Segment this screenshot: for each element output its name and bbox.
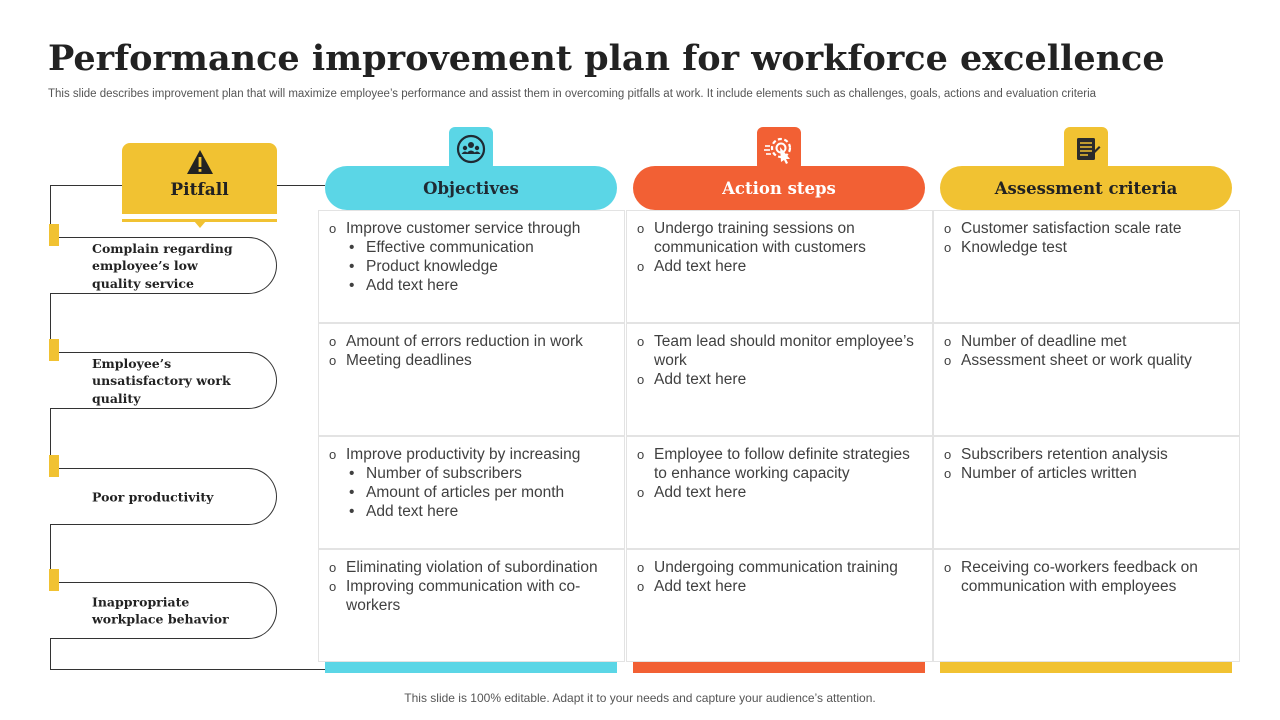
list-item: Receiving co-workers feedback on communi…: [942, 558, 1231, 596]
bullet-list: Undergoing communication trainingAdd tex…: [635, 558, 924, 596]
list-item: Knowledge test: [942, 238, 1231, 257]
sub-list-item: Add text here: [327, 276, 616, 295]
pitfall-header: Pitfall: [122, 143, 277, 222]
target-click-icon: [757, 127, 801, 171]
action-steps-cell: Employee to follow definite strategies t…: [626, 436, 933, 549]
assessment-criteria-bar: [940, 660, 1232, 673]
list-item: Add text here: [635, 370, 924, 389]
list-item: Meeting deadlines: [327, 351, 616, 370]
list-item: Assessment sheet or work quality: [942, 351, 1231, 370]
pitfall-marker: [49, 224, 59, 246]
list-item: Team lead should monitor employee’s work: [635, 332, 924, 370]
sub-list-item: Amount of articles per month: [327, 483, 616, 502]
bullet-list: Eliminating violation of subordinationIm…: [327, 558, 616, 615]
pitfall-item: Complain regarding employee’s low qualit…: [49, 224, 277, 294]
list-item: Employee to follow definite strategies t…: [635, 445, 924, 483]
warning-icon: [187, 150, 213, 174]
assessment-cell: Receiving co-workers feedback on communi…: [933, 549, 1240, 662]
action-steps-cell: Undergoing communication trainingAdd tex…: [626, 549, 933, 662]
assessment-cell: Subscribers retention analysisNumber of …: [933, 436, 1240, 549]
bullet-list: Undergo training sessions on communicati…: [635, 219, 924, 276]
objectives-cell: Improve customer service throughEffectiv…: [318, 210, 625, 323]
list-item: Improving communication with co-workers: [327, 577, 616, 615]
pitfall-item: Poor productivity: [49, 455, 277, 525]
list-item: Number of articles written: [942, 464, 1231, 483]
pitfall-item: Employee’s unsatisfactory work quality: [49, 339, 277, 409]
action-steps-cell: Undergo training sessions on communicati…: [626, 210, 933, 323]
assessment-cell: Number of deadline metAssessment sheet o…: [933, 323, 1240, 436]
pitfall-marker: [49, 455, 59, 477]
assessment-cell: Customer satisfaction scale rateKnowledg…: [933, 210, 1240, 323]
objectives-cell: Amount of errors reduction in workMeetin…: [318, 323, 625, 436]
sub-list-item: Effective communication: [327, 238, 616, 257]
pitfall-label: Pitfall: [170, 180, 229, 200]
page-subtitle: This slide describes improvement plan th…: [48, 88, 1097, 100]
list-item: Customer satisfaction scale rate: [942, 219, 1231, 238]
assessment-criteria-header: Assessment criteria: [940, 166, 1232, 210]
bullet-list: Subscribers retention analysisNumber of …: [942, 445, 1231, 483]
checklist-icon: [1064, 127, 1108, 171]
list-item: Add text here: [635, 577, 924, 596]
objectives-cell: Improve productivity by increasingNumber…: [318, 436, 625, 549]
list-item: Number of deadline met: [942, 332, 1231, 351]
action-steps-header: Action steps: [633, 166, 925, 210]
list-item: Undergoing communication training: [635, 558, 924, 577]
list-item: Undergo training sessions on communicati…: [635, 219, 924, 257]
list-item: Improve customer service through: [327, 219, 616, 238]
action-steps-cell: Team lead should monitor employee’s work…: [626, 323, 933, 436]
list-item: Add text here: [635, 483, 924, 502]
sub-list-item: Add text here: [327, 502, 616, 521]
pitfall-pointer: [194, 221, 206, 228]
bullet-list: Customer satisfaction scale rateKnowledg…: [942, 219, 1231, 257]
pitfall-item-label: Complain regarding employee’s low qualit…: [92, 240, 233, 291]
bullet-list: Number of deadline metAssessment sheet o…: [942, 332, 1231, 370]
bullet-list: Amount of errors reduction in workMeetin…: [327, 332, 616, 370]
list-item: Amount of errors reduction in work: [327, 332, 616, 351]
page-title: Performance improvement plan for workfor…: [48, 38, 1165, 79]
action-steps-bar: [633, 660, 925, 673]
sub-list-item: Product knowledge: [327, 257, 616, 276]
objectives-bar: [325, 660, 617, 673]
list-item: Eliminating violation of subordination: [327, 558, 616, 577]
team-icon: [449, 127, 493, 171]
list-item: Improve productivity by increasing: [327, 445, 616, 464]
list-item: Add text here: [635, 257, 924, 276]
pitfall-marker: [49, 569, 59, 591]
objectives-header: Objectives: [325, 166, 617, 210]
bullet-list: Team lead should monitor employee’s work…: [635, 332, 924, 389]
pitfall-item-label: Poor productivity: [92, 488, 214, 504]
objectives-cell: Eliminating violation of subordinationIm…: [318, 549, 625, 662]
pitfall-marker: [49, 339, 59, 361]
bullet-list: Improve customer service throughEffectiv…: [327, 219, 616, 295]
bullet-list: Improve productivity by increasingNumber…: [327, 445, 616, 521]
list-item: Subscribers retention analysis: [942, 445, 1231, 464]
pitfall-item: Inappropriate workplace behavior: [49, 569, 277, 639]
sub-list-item: Number of subscribers: [327, 464, 616, 483]
bullet-list: Employee to follow definite strategies t…: [635, 445, 924, 502]
footer-note: This slide is 100% editable. Adapt it to…: [404, 691, 876, 705]
pitfall-item-label: Inappropriate workplace behavior: [92, 594, 229, 627]
pitfall-item-label: Employee’s unsatisfactory work quality: [92, 355, 231, 406]
bullet-list: Receiving co-workers feedback on communi…: [942, 558, 1231, 596]
